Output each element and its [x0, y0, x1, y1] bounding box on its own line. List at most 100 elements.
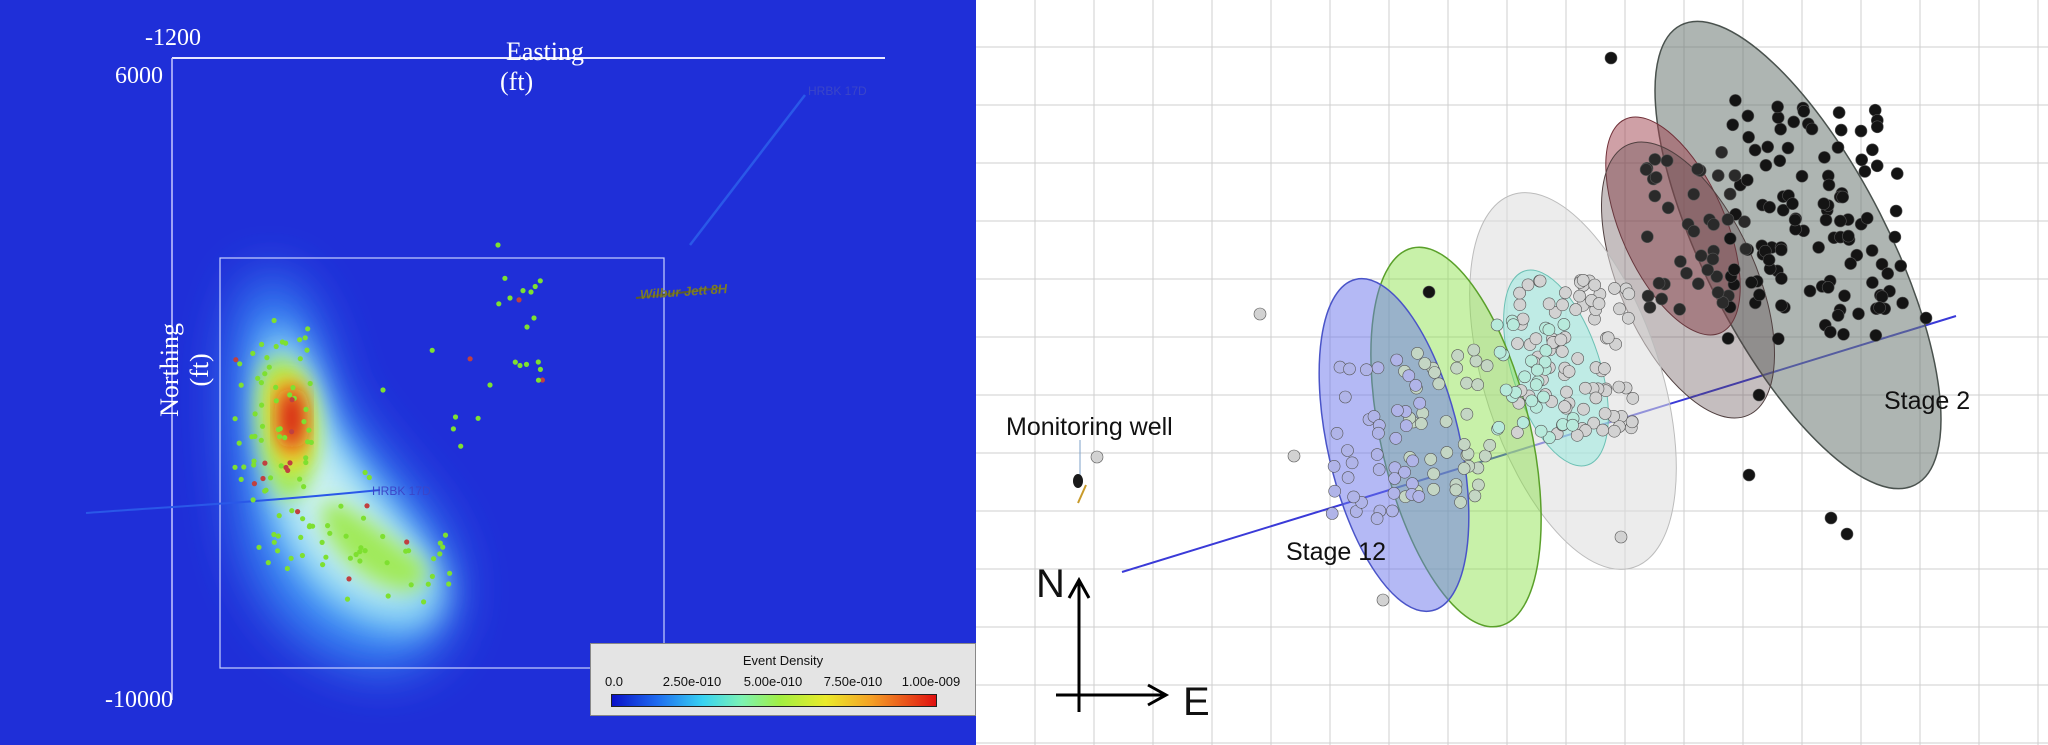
event-sphere [1774, 243, 1788, 257]
event-sphere [1534, 424, 1548, 438]
event-sphere [1762, 253, 1776, 267]
event-dot [277, 434, 283, 440]
event-sphere [1596, 423, 1610, 437]
event-sphere [1576, 273, 1590, 287]
event-sphere [1592, 297, 1606, 310]
event-sphere [1687, 187, 1701, 201]
event-sphere [1371, 361, 1385, 375]
event-dot [289, 397, 295, 403]
event-dot [256, 544, 262, 550]
event-sphere [1858, 165, 1872, 178]
event-dot [357, 558, 363, 564]
event-dot [236, 440, 242, 446]
event-dot [252, 411, 258, 417]
event-sphere [1343, 362, 1356, 376]
event-dot [267, 475, 274, 481]
event-sphere [1819, 213, 1833, 227]
event-dot [232, 464, 238, 470]
event-sphere [1896, 296, 1909, 310]
event-sphere [1468, 489, 1482, 503]
legend-tick-2: 5.00e-010 [743, 674, 803, 689]
event-sphere [1640, 230, 1654, 243]
event-dot [303, 406, 309, 412]
event-sphere [1729, 94, 1742, 107]
event-dot [308, 439, 314, 445]
event-sphere [1752, 388, 1766, 402]
event-dot [265, 560, 271, 566]
event-dot [259, 402, 265, 408]
event-dot [238, 476, 244, 482]
event-dot [262, 371, 268, 377]
event-sphere [1614, 530, 1628, 544]
event-sphere [1566, 418, 1579, 432]
event-sphere [1763, 200, 1776, 214]
event-sphere [1661, 201, 1675, 215]
event-sphere [1387, 486, 1401, 500]
event-sphere [1748, 143, 1762, 157]
north-label: N [1036, 562, 1065, 606]
event-sphere [1786, 197, 1799, 210]
well-traces [85, 94, 806, 514]
legend-tick-1: 2.50e-010 [662, 674, 722, 689]
event-sphere [1641, 289, 1655, 303]
event-sphere [1588, 278, 1602, 292]
stage-2-label: Stage 2 [1884, 387, 1971, 415]
event-sphere [1469, 354, 1483, 368]
event-sphere [1409, 378, 1423, 392]
event-sphere [1836, 190, 1850, 204]
event-sphere [1875, 257, 1889, 271]
event-sphere [1710, 270, 1724, 283]
event-sphere [1866, 143, 1879, 157]
event-dot [276, 513, 282, 519]
event-sphere [1589, 391, 1603, 405]
event-density-legend: Event Density 0.0 2.50e-010 5.00e-010 7.… [590, 643, 976, 716]
event-sphere [1655, 292, 1669, 306]
event-sphere [1562, 365, 1576, 378]
event-sphere [1460, 376, 1473, 390]
event-dot [532, 283, 538, 290]
event-dot [517, 362, 523, 369]
event-sphere [1761, 140, 1775, 154]
event-sphere [1345, 456, 1359, 470]
event-dot [299, 552, 305, 559]
event-dot [303, 455, 309, 461]
event-sphere [1745, 276, 1758, 289]
event-dot [429, 347, 435, 353]
event-dot [319, 539, 325, 546]
event-dot [264, 355, 270, 361]
event-sphere [1427, 482, 1440, 496]
event-sphere [1680, 266, 1693, 280]
event-dot [271, 317, 277, 324]
event-sphere [1451, 349, 1465, 362]
event-sphere [1742, 130, 1755, 144]
event-sphere [1511, 337, 1524, 350]
monitoring-well-icon [1073, 440, 1087, 504]
event-sphere [1571, 352, 1585, 365]
stage-event-spheres [1090, 51, 1933, 607]
event-sphere [1559, 286, 1572, 300]
event-sphere [1604, 51, 1618, 65]
event-dot [273, 384, 279, 390]
event-sphere [1870, 159, 1884, 173]
event-sphere [1412, 490, 1426, 503]
event-sphere [1543, 431, 1556, 445]
event-dot [425, 581, 431, 587]
well-label-top-right: HRBK 17D [808, 84, 867, 98]
event-sphere [1529, 332, 1543, 346]
event-sphere [1773, 154, 1787, 168]
event-sphere [1253, 307, 1267, 321]
event-sphere [1728, 169, 1742, 182]
northing-min-label: -10000 [105, 687, 173, 713]
event-sphere [1648, 153, 1662, 166]
microseismic-events [232, 242, 546, 605]
event-sphere [1538, 355, 1552, 369]
event-dot [343, 533, 349, 539]
event-dot [290, 385, 296, 391]
legend-tick-3: 7.50e-010 [823, 674, 883, 689]
event-sphere [1833, 214, 1847, 228]
event-dot [284, 565, 290, 572]
stage-red-ellipsoid [1605, 116, 1741, 336]
event-dot [301, 419, 307, 425]
event-sphere [1723, 232, 1737, 245]
northing-max-label: 6000 [115, 63, 163, 89]
